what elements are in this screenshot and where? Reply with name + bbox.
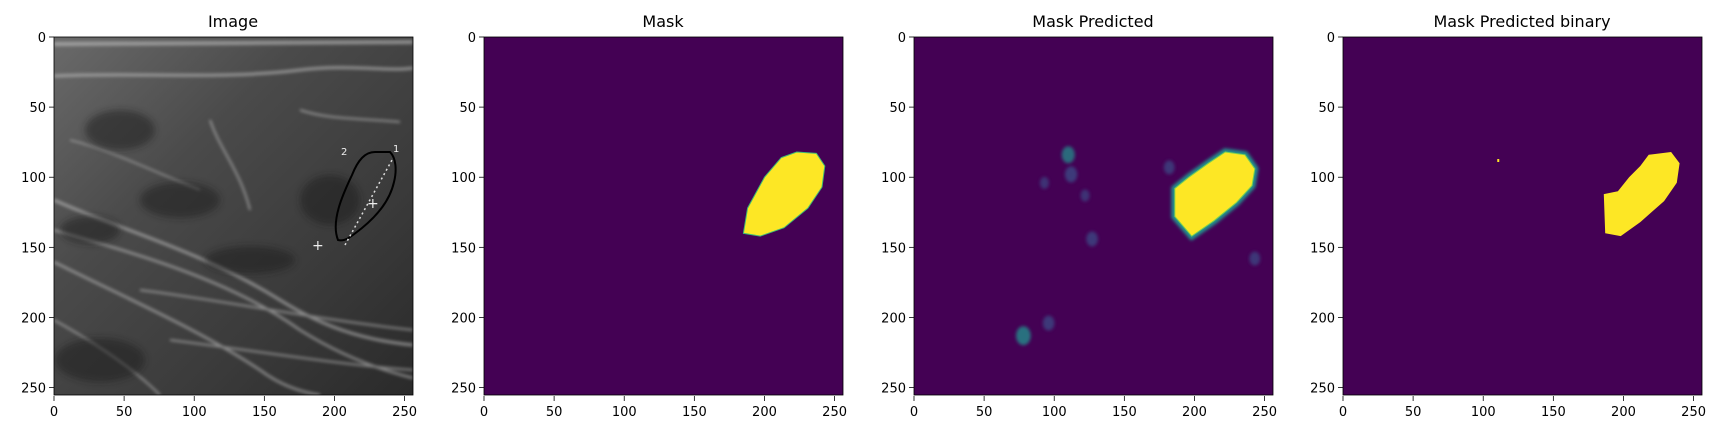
- x-tick-label: 50: [116, 405, 133, 420]
- x-tick-label: 150: [1541, 405, 1566, 420]
- y-tick-label: 200: [881, 311, 906, 326]
- prediction-spot: [1016, 326, 1031, 345]
- y-tick-label: 200: [1310, 311, 1335, 326]
- panel-mask-predicted-binary: Mask Predicted binary 0 50 100 150 200 250 0 50…: [1310, 12, 1706, 420]
- ultrasound-image: 1 2 + +: [54, 37, 413, 395]
- y-tick-label: 50: [1318, 101, 1335, 116]
- x-tick-label: 200: [752, 405, 777, 420]
- marker-label-1: 1: [393, 144, 399, 155]
- panel-title: Mask: [642, 12, 684, 31]
- x-tick-label: 0: [1339, 405, 1347, 420]
- marker-plus: +: [312, 238, 324, 254]
- y-tick-label: 150: [451, 241, 476, 256]
- panel-mask-predicted: Mask Predicted 0 50 100 150 200 250 0 50 100 150 2…: [881, 12, 1277, 420]
- y-tick-label: 250: [1310, 382, 1335, 397]
- y-tick-label: 100: [21, 171, 46, 186]
- x-tick-label: 100: [1471, 405, 1496, 420]
- binary-background: [1343, 37, 1702, 395]
- x-tick-label: 50: [546, 405, 563, 420]
- y-tick-label: 250: [881, 382, 906, 397]
- x-tick-label: 250: [822, 405, 847, 420]
- y-tick-label: 50: [29, 101, 46, 116]
- panel-title: Mask Predicted binary: [1433, 12, 1610, 31]
- x-tick-label: 150: [1112, 405, 1137, 420]
- marker-plus: +: [367, 196, 379, 212]
- y-tick-label: 0: [898, 31, 906, 46]
- x-tick-label: 200: [322, 405, 347, 420]
- x-tick-label: 200: [1611, 405, 1636, 420]
- prediction-spot: [1040, 177, 1049, 189]
- isolated-pixel: [1497, 159, 1499, 162]
- y-tick-label: 150: [881, 241, 906, 256]
- y-tick-label: 250: [451, 382, 476, 397]
- prediction-spot: [1080, 189, 1089, 201]
- y-tick-label: 150: [1310, 241, 1335, 256]
- y-tick-label: 0: [1327, 31, 1335, 46]
- x-tick-label: 150: [682, 405, 707, 420]
- x-tick-label: 100: [182, 405, 207, 420]
- x-tick-label: 200: [1182, 405, 1207, 420]
- y-tick-label: 50: [889, 101, 906, 116]
- y-tick-label: 100: [1310, 171, 1335, 186]
- y-tick-label: 0: [38, 31, 46, 46]
- y-tick-label: 100: [881, 171, 906, 186]
- x-tick-label: 250: [1252, 405, 1277, 420]
- panel-title: Image: [208, 12, 258, 31]
- x-tick-label: 0: [910, 405, 918, 420]
- x-tick-label: 0: [480, 405, 488, 420]
- y-tick-label: 250: [21, 382, 46, 397]
- x-tick-label: 50: [1405, 405, 1422, 420]
- y-tick-label: 50: [459, 101, 476, 116]
- x-tick-label: 0: [50, 405, 58, 420]
- y-tick-label: 0: [468, 31, 476, 46]
- prediction-spot: [1086, 231, 1098, 246]
- x-tick-label: 50: [976, 405, 993, 420]
- y-tick-label: 200: [451, 311, 476, 326]
- marker-label-2: 2: [341, 147, 347, 158]
- x-tick-label: 150: [252, 405, 277, 420]
- prediction-spot: [1164, 160, 1175, 174]
- x-tick-label: 250: [1681, 405, 1706, 420]
- y-tick-label: 100: [451, 171, 476, 186]
- y-tick-label: 200: [21, 311, 46, 326]
- y-tick-label: 150: [21, 241, 46, 256]
- prediction-spot: [1062, 146, 1075, 163]
- x-tick-label: 100: [1042, 405, 1067, 420]
- panel-image: Image: [21, 12, 417, 420]
- x-tick-label: 100: [612, 405, 637, 420]
- panel-title: Mask Predicted: [1032, 12, 1153, 31]
- prediction-spot: [1249, 252, 1260, 266]
- panel-mask: Mask 0 50 100 150 200 250 0 50 100 150 200 250: [451, 12, 847, 420]
- x-tick-label: 250: [392, 405, 417, 420]
- prediction-spot: [1043, 316, 1055, 331]
- prediction-spot: [1065, 166, 1077, 182]
